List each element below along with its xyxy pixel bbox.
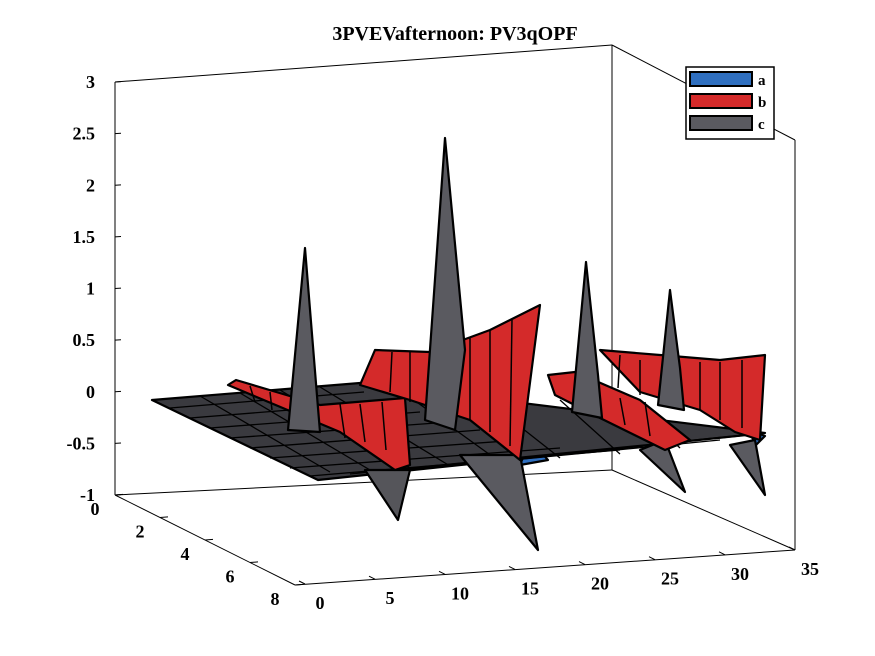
y-tick-label: 4 xyxy=(181,544,190,564)
z-tick-label: -0.5 xyxy=(67,433,96,453)
legend-label-a: a xyxy=(758,73,766,89)
legend-swatch-a xyxy=(689,71,753,87)
y-tick-label: 0 xyxy=(91,499,100,519)
z-tick-label: 2.5 xyxy=(73,124,96,144)
x-tick-label: 10 xyxy=(451,583,469,603)
z-axis-ticks: -1 -0.5 0 0.5 1 1.5 2 2.5 3 xyxy=(67,72,122,505)
x-axis-ticks: 0 5 10 15 20 25 30 35 xyxy=(298,546,819,613)
x-tick-mark xyxy=(578,561,586,566)
legend-label-c: c xyxy=(758,117,765,133)
y-tick-mark xyxy=(204,538,214,541)
series-c-dip xyxy=(728,438,767,497)
chart-title: 3PVEVafternoon: PV3qOPF xyxy=(332,23,577,45)
z-tick-label: 2 xyxy=(86,175,95,195)
y-tick-mark xyxy=(294,583,304,586)
x-tick-label: 20 xyxy=(591,574,609,594)
x-tick-mark xyxy=(508,565,516,570)
y-tick-label: 6 xyxy=(226,567,235,587)
z-tick-label: -1 xyxy=(80,485,95,505)
y-tick-mark xyxy=(114,493,124,496)
series-c-peak xyxy=(423,136,467,432)
y-tick-mark xyxy=(159,516,169,518)
x-tick-label: 15 xyxy=(521,578,539,598)
ridge-lines xyxy=(617,354,743,437)
series-c-peak xyxy=(656,288,686,412)
y-tick-label: 8 xyxy=(271,589,280,609)
x-tick-label: 0 xyxy=(316,593,325,613)
ridge-lines xyxy=(249,385,387,451)
series-b-ridge xyxy=(226,378,412,472)
series-c-peak xyxy=(570,260,604,420)
x-tick-label: 25 xyxy=(661,569,679,589)
z-tick-label: 1.5 xyxy=(73,227,96,247)
x-tick-label: 35 xyxy=(801,559,819,579)
y-tick-mark xyxy=(249,561,259,563)
series-c-peak xyxy=(286,246,322,434)
series-c-dip xyxy=(458,453,540,552)
series-c-dip xyxy=(363,468,412,522)
ridge-lines xyxy=(389,319,513,447)
y-tick-label: 2 xyxy=(136,522,145,542)
z-tick-label: 3 xyxy=(86,72,95,92)
y-axis-ticks: 0 2 4 6 8 xyxy=(91,493,304,609)
x-tick-mark xyxy=(438,570,446,575)
legend-swatch-c xyxy=(689,115,753,131)
x-tick-mark xyxy=(298,580,306,585)
z-tick-label: 0 xyxy=(86,382,95,402)
z-tick-label: 0.5 xyxy=(73,330,96,350)
legend-label-b: b xyxy=(758,95,766,111)
x-tick-mark xyxy=(788,546,796,551)
legend-swatch-b xyxy=(689,93,753,109)
x-tick-label: 5 xyxy=(386,588,395,608)
x-tick-mark xyxy=(368,575,376,580)
z-tick-label: 1 xyxy=(86,279,95,299)
surface xyxy=(150,136,767,552)
x-tick-label: 30 xyxy=(731,564,749,584)
legend: abc xyxy=(685,66,775,140)
x-tick-mark xyxy=(718,551,726,556)
x-tick-mark xyxy=(648,556,656,561)
